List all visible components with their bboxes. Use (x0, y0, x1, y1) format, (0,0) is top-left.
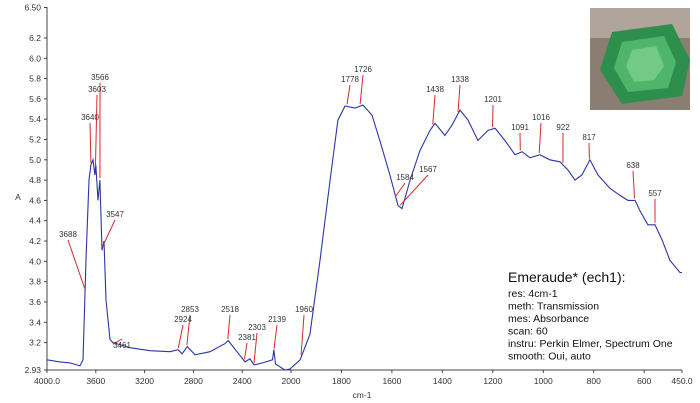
peak-label: 3688 (59, 230, 77, 239)
peak-marker (346, 84, 351, 105)
x-tick-label: 450.0 (671, 376, 693, 386)
peak-label: 2139 (268, 315, 286, 324)
x-tick-label: 1000 (534, 376, 553, 386)
y-tick-label: 3.6 (29, 297, 41, 307)
y-tick-label: 3.8 (29, 277, 41, 287)
y-tick-label: 5.8 (29, 74, 41, 84)
peak-label: 2924 (174, 315, 192, 324)
peak-marker (632, 170, 636, 199)
info-line: scan: 60 (508, 326, 548, 338)
y-axis-label: A (15, 192, 21, 202)
peak-label: 638 (626, 161, 640, 170)
info-line: meth: Transmission (508, 301, 599, 313)
peak-marker (359, 74, 364, 105)
peak-label: 2303 (248, 323, 266, 332)
peak-marker (67, 239, 86, 290)
y-tick-label: 2.93 (24, 365, 41, 375)
peak-label: 1091 (511, 123, 529, 132)
x-tick-label: 2000 (282, 376, 301, 386)
y-tick-label: 6.50 (24, 3, 41, 13)
peak-marker (273, 324, 278, 349)
peak-label: 1338 (451, 75, 469, 84)
peak-label: 1960 (295, 305, 313, 314)
x-tick-label: 1800 (332, 376, 351, 386)
y-tick-label: 5.6 (29, 94, 41, 104)
info-line: instru: Perkin Elmer, Spectrum One (508, 338, 673, 350)
peak-label: 2518 (221, 305, 239, 314)
peak-label: 3566 (91, 73, 109, 82)
peak-marker (186, 314, 191, 346)
peak-marker (89, 122, 92, 163)
spectrum (46, 104, 682, 371)
peak-marker (300, 314, 305, 356)
y-tick-label: 6.0 (29, 53, 41, 63)
y-tick-label: 6.2 (29, 33, 41, 43)
peak-label: 3603 (88, 85, 106, 94)
info-line: smooth: Oui, auto (508, 351, 591, 363)
peak-marker (395, 182, 406, 197)
peak-marker (112, 338, 123, 345)
info-line: res: 4cm-1 (508, 288, 558, 300)
x-tick-label: 1600 (382, 376, 401, 386)
peak-marker (101, 219, 116, 248)
peak-label: 1016 (532, 113, 550, 122)
x-tick-label: 4000.0 (34, 376, 60, 386)
peak-label: 1567 (419, 165, 437, 174)
y-tick-label: 5.4 (29, 114, 41, 124)
peak-label: 1726 (354, 65, 372, 74)
peak-marker (94, 94, 98, 168)
photo (590, 8, 690, 110)
y-tick-label: 4.8 (29, 175, 41, 185)
peak-label: 557 (648, 189, 662, 198)
peak-marker (177, 324, 184, 349)
y-tick-label: 4.0 (29, 256, 41, 266)
peak-marker (244, 342, 248, 360)
y-tick-label: 4.2 (29, 236, 41, 246)
peak-label: 2853 (181, 305, 199, 314)
y-tick-label: 3.2 (29, 338, 41, 348)
peak-marker (457, 84, 461, 112)
peak-marker (399, 174, 429, 206)
y-tick-label: 5.2 (29, 135, 41, 145)
peak-label: 1584 (396, 173, 414, 182)
peak-label: 1778 (341, 75, 359, 84)
x-tick-label: 2400 (233, 376, 252, 386)
peak-label: 817 (582, 133, 596, 142)
peak-label: 3461 (113, 341, 131, 350)
peak-marker (253, 332, 258, 363)
x-tick-label: 1400 (433, 376, 452, 386)
peak-label: 922 (556, 123, 570, 132)
peak-label: 3547 (106, 210, 124, 219)
x-axis-label: cm-1 (353, 390, 372, 400)
info-line: mes: Absorbance (508, 313, 589, 325)
x-tick-label: 3200 (135, 376, 154, 386)
y-tick-label: 4.4 (29, 216, 41, 226)
y-tick-label: 3.4 (29, 317, 41, 327)
info-title: Emeraude* (ech1): (508, 269, 626, 285)
y-tick-label: 5.0 (29, 155, 41, 165)
peak-label: 2381 (238, 333, 256, 342)
peak-marker (538, 122, 542, 153)
x-tick-label: 2800 (184, 376, 203, 386)
peak-label: 1201 (484, 95, 502, 104)
y-tick-label: 4.6 (29, 195, 41, 205)
x-tick-label: 1200 (483, 376, 502, 386)
x-tick-label: 3600 (86, 376, 105, 386)
x-tick-label: 800 (587, 376, 601, 386)
peak-marker (432, 94, 436, 125)
x-tick-label: 600 (637, 376, 651, 386)
peak-marker (227, 314, 231, 339)
peak-label: 3640 (81, 113, 99, 122)
peak-label: 1438 (426, 85, 444, 94)
